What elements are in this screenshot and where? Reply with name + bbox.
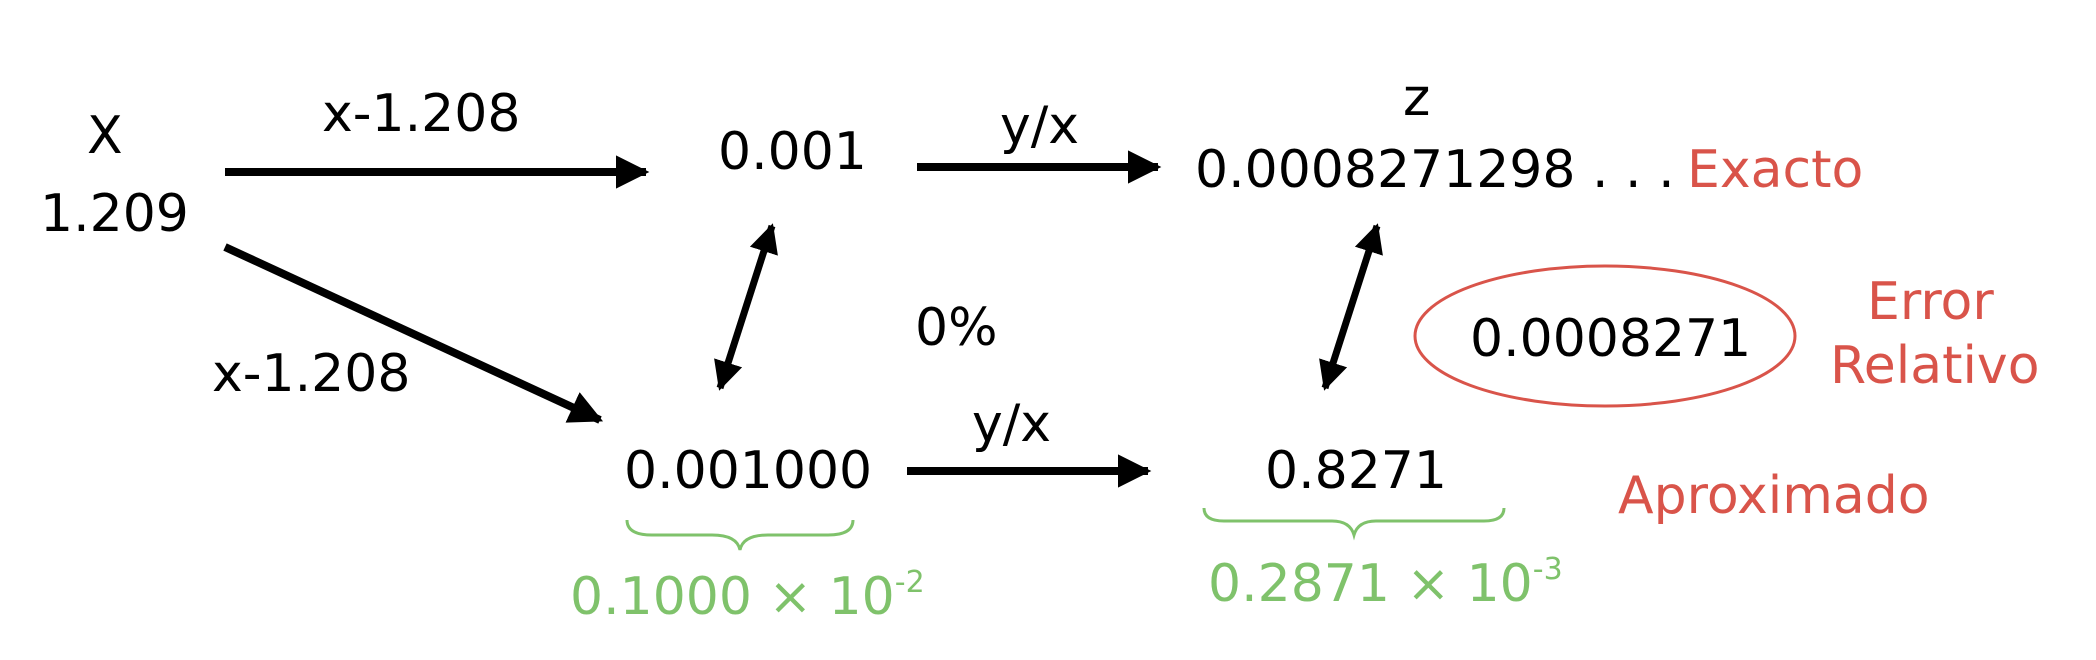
left-mantissa: 0.1000 × 10 [570, 567, 895, 627]
exact-tag: Exacto [1687, 140, 1864, 200]
subtract-label-top: x-1.208 [322, 84, 521, 144]
arrow-result-comparison [1319, 223, 1383, 391]
relative-error-ellipse [1413, 264, 1797, 408]
input-label: X [87, 106, 123, 166]
exact-result: 0.0008271298 . . . [1195, 140, 1675, 200]
result-variable-label: z [1403, 68, 1431, 128]
subtract-label-bottom: x-1.208 [212, 344, 411, 404]
result-relative-error: 0.0008271 [1470, 309, 1752, 369]
left-exponent: -2 [894, 565, 925, 600]
right-mantissa: 0.2871 × 10 [1208, 554, 1533, 614]
error-label-line1: Error [1867, 272, 1994, 332]
arrow-x-to-approx-difference [223, 243, 604, 424]
right-underbrace [1202, 507, 1506, 541]
left-underbrace [625, 519, 855, 551]
right-normalized-form: 0.2871 × 10-3 [1208, 552, 1563, 611]
approx-difference: 0.001000 [624, 441, 873, 501]
divide-label-top: y/x [1000, 96, 1080, 156]
error-label-line2: Relativo [1830, 336, 2040, 396]
left-normalized-form: 0.1000 × 10-2 [570, 565, 925, 624]
approx-result: 0.8271 [1265, 441, 1447, 501]
divide-label-bottom: y/x [972, 394, 1052, 454]
arrow-difference-comparison [714, 223, 778, 391]
input-value: 1.209 [40, 184, 189, 244]
exact-difference: 0.001 [718, 122, 867, 182]
approx-tag: Aproximado [1618, 466, 1930, 526]
right-exponent: -3 [1532, 552, 1563, 587]
difference-relative-error: 0% [915, 298, 998, 358]
